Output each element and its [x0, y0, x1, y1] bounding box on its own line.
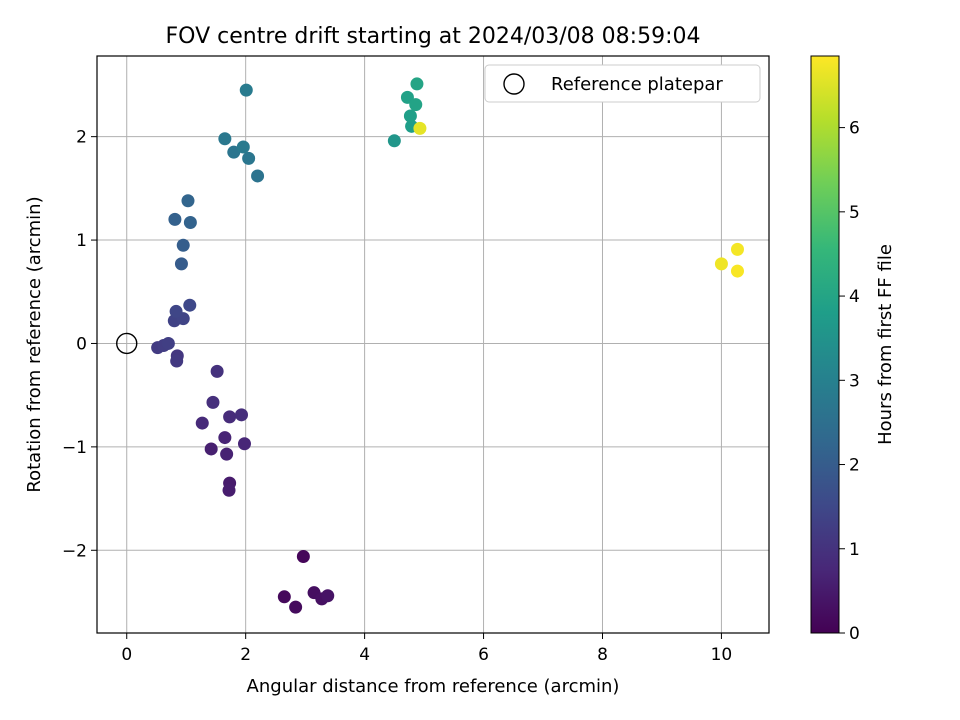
- y-tick-label: 0: [76, 334, 87, 354]
- x-tick-label: 0: [121, 645, 132, 665]
- colorbar-tick-label: 3: [849, 371, 860, 391]
- y-axis-label: Rotation from reference (arcmin): [24, 196, 45, 492]
- scatter-point: [218, 132, 232, 146]
- chart-title: FOV centre drift starting at 2024/03/08 …: [166, 24, 701, 49]
- y-tick-label: 2: [76, 128, 87, 148]
- scatter-point: [174, 257, 188, 271]
- colorbar-label: Hours from first FF file: [875, 244, 896, 445]
- legend-reference-marker: [503, 73, 525, 95]
- scatter-point: [714, 257, 728, 271]
- y-tick-label: −2: [62, 541, 87, 561]
- x-axis-label: Angular distance from reference (arcmin): [247, 676, 620, 697]
- scatter-point: [227, 145, 241, 159]
- scatter-point: [218, 431, 232, 445]
- legend-label-reference-platepar: Reference platepar: [551, 74, 723, 95]
- scatter-point: [236, 140, 250, 154]
- scatter-point: [206, 395, 220, 409]
- scatter-point: [387, 134, 401, 148]
- colorbar-tick-label: 5: [849, 203, 860, 223]
- x-tick-label: 6: [478, 645, 489, 665]
- scatter-point: [195, 416, 209, 430]
- scatter-point: [296, 549, 310, 563]
- grid: [97, 56, 769, 633]
- x-axis-ticks: 0 2 4 6 8 10: [121, 633, 732, 665]
- scatter-point: [161, 336, 175, 350]
- colorbar-tick-label: 4: [849, 287, 860, 307]
- reference-marker-layer: [116, 332, 138, 355]
- colorbar-tick-label: 0: [849, 624, 860, 644]
- colorbar-tick-label: 6: [849, 119, 860, 139]
- x-tick-label: 2: [240, 645, 251, 665]
- y-tick-label: 1: [76, 231, 87, 251]
- scatter-point: [176, 238, 190, 252]
- scatter-point: [410, 77, 424, 91]
- colorbar-scale: [810, 55, 840, 634]
- x-tick-label: 4: [359, 645, 370, 665]
- scatter-point: [289, 600, 303, 614]
- scatter-point: [237, 437, 251, 451]
- scatter-point: [181, 194, 195, 208]
- scatter-point: [210, 364, 224, 378]
- scatter-point: [251, 169, 265, 183]
- colorbar-ticks: 0 1 2 3 4 5 6: [839, 119, 860, 644]
- scatter-point: [183, 215, 197, 229]
- scatter-point: [730, 242, 744, 256]
- scatter-point: [409, 98, 423, 112]
- y-tick-label: −1: [62, 438, 87, 458]
- scatter-point: [403, 109, 417, 123]
- scatter-point: [204, 442, 218, 456]
- colorbar-tick-label: 1: [849, 540, 860, 560]
- scatter-point: [220, 447, 234, 461]
- scatter-point: [170, 354, 184, 368]
- scatter-point: [183, 298, 197, 312]
- plot-frame: [96, 55, 770, 634]
- x-tick-label: 10: [711, 645, 733, 665]
- scatter-point: [239, 83, 253, 97]
- x-tick-label: 8: [597, 645, 608, 665]
- scatter-point: [277, 590, 291, 604]
- colorbar: 0 1 2 3 4 5 6 Hours from first FF file: [810, 55, 896, 644]
- reference-platepar-marker: [116, 332, 138, 355]
- scatter-point: [242, 151, 256, 165]
- scatter-point: [413, 121, 427, 135]
- colorbar-tick-label: 2: [849, 456, 860, 476]
- scatter-point: [321, 589, 335, 603]
- scatter-point: [223, 410, 237, 424]
- scatter-point: [168, 212, 182, 226]
- scatter-point: [235, 408, 249, 422]
- y-axis-ticks: −2 −1 0 1 2: [62, 128, 97, 561]
- scatter-point: [730, 264, 744, 278]
- legend-box: [484, 64, 761, 103]
- scatter-points: [151, 77, 744, 614]
- scatter-point: [169, 304, 183, 318]
- scatter-point: [222, 483, 236, 497]
- legend: Reference platepar: [484, 64, 761, 103]
